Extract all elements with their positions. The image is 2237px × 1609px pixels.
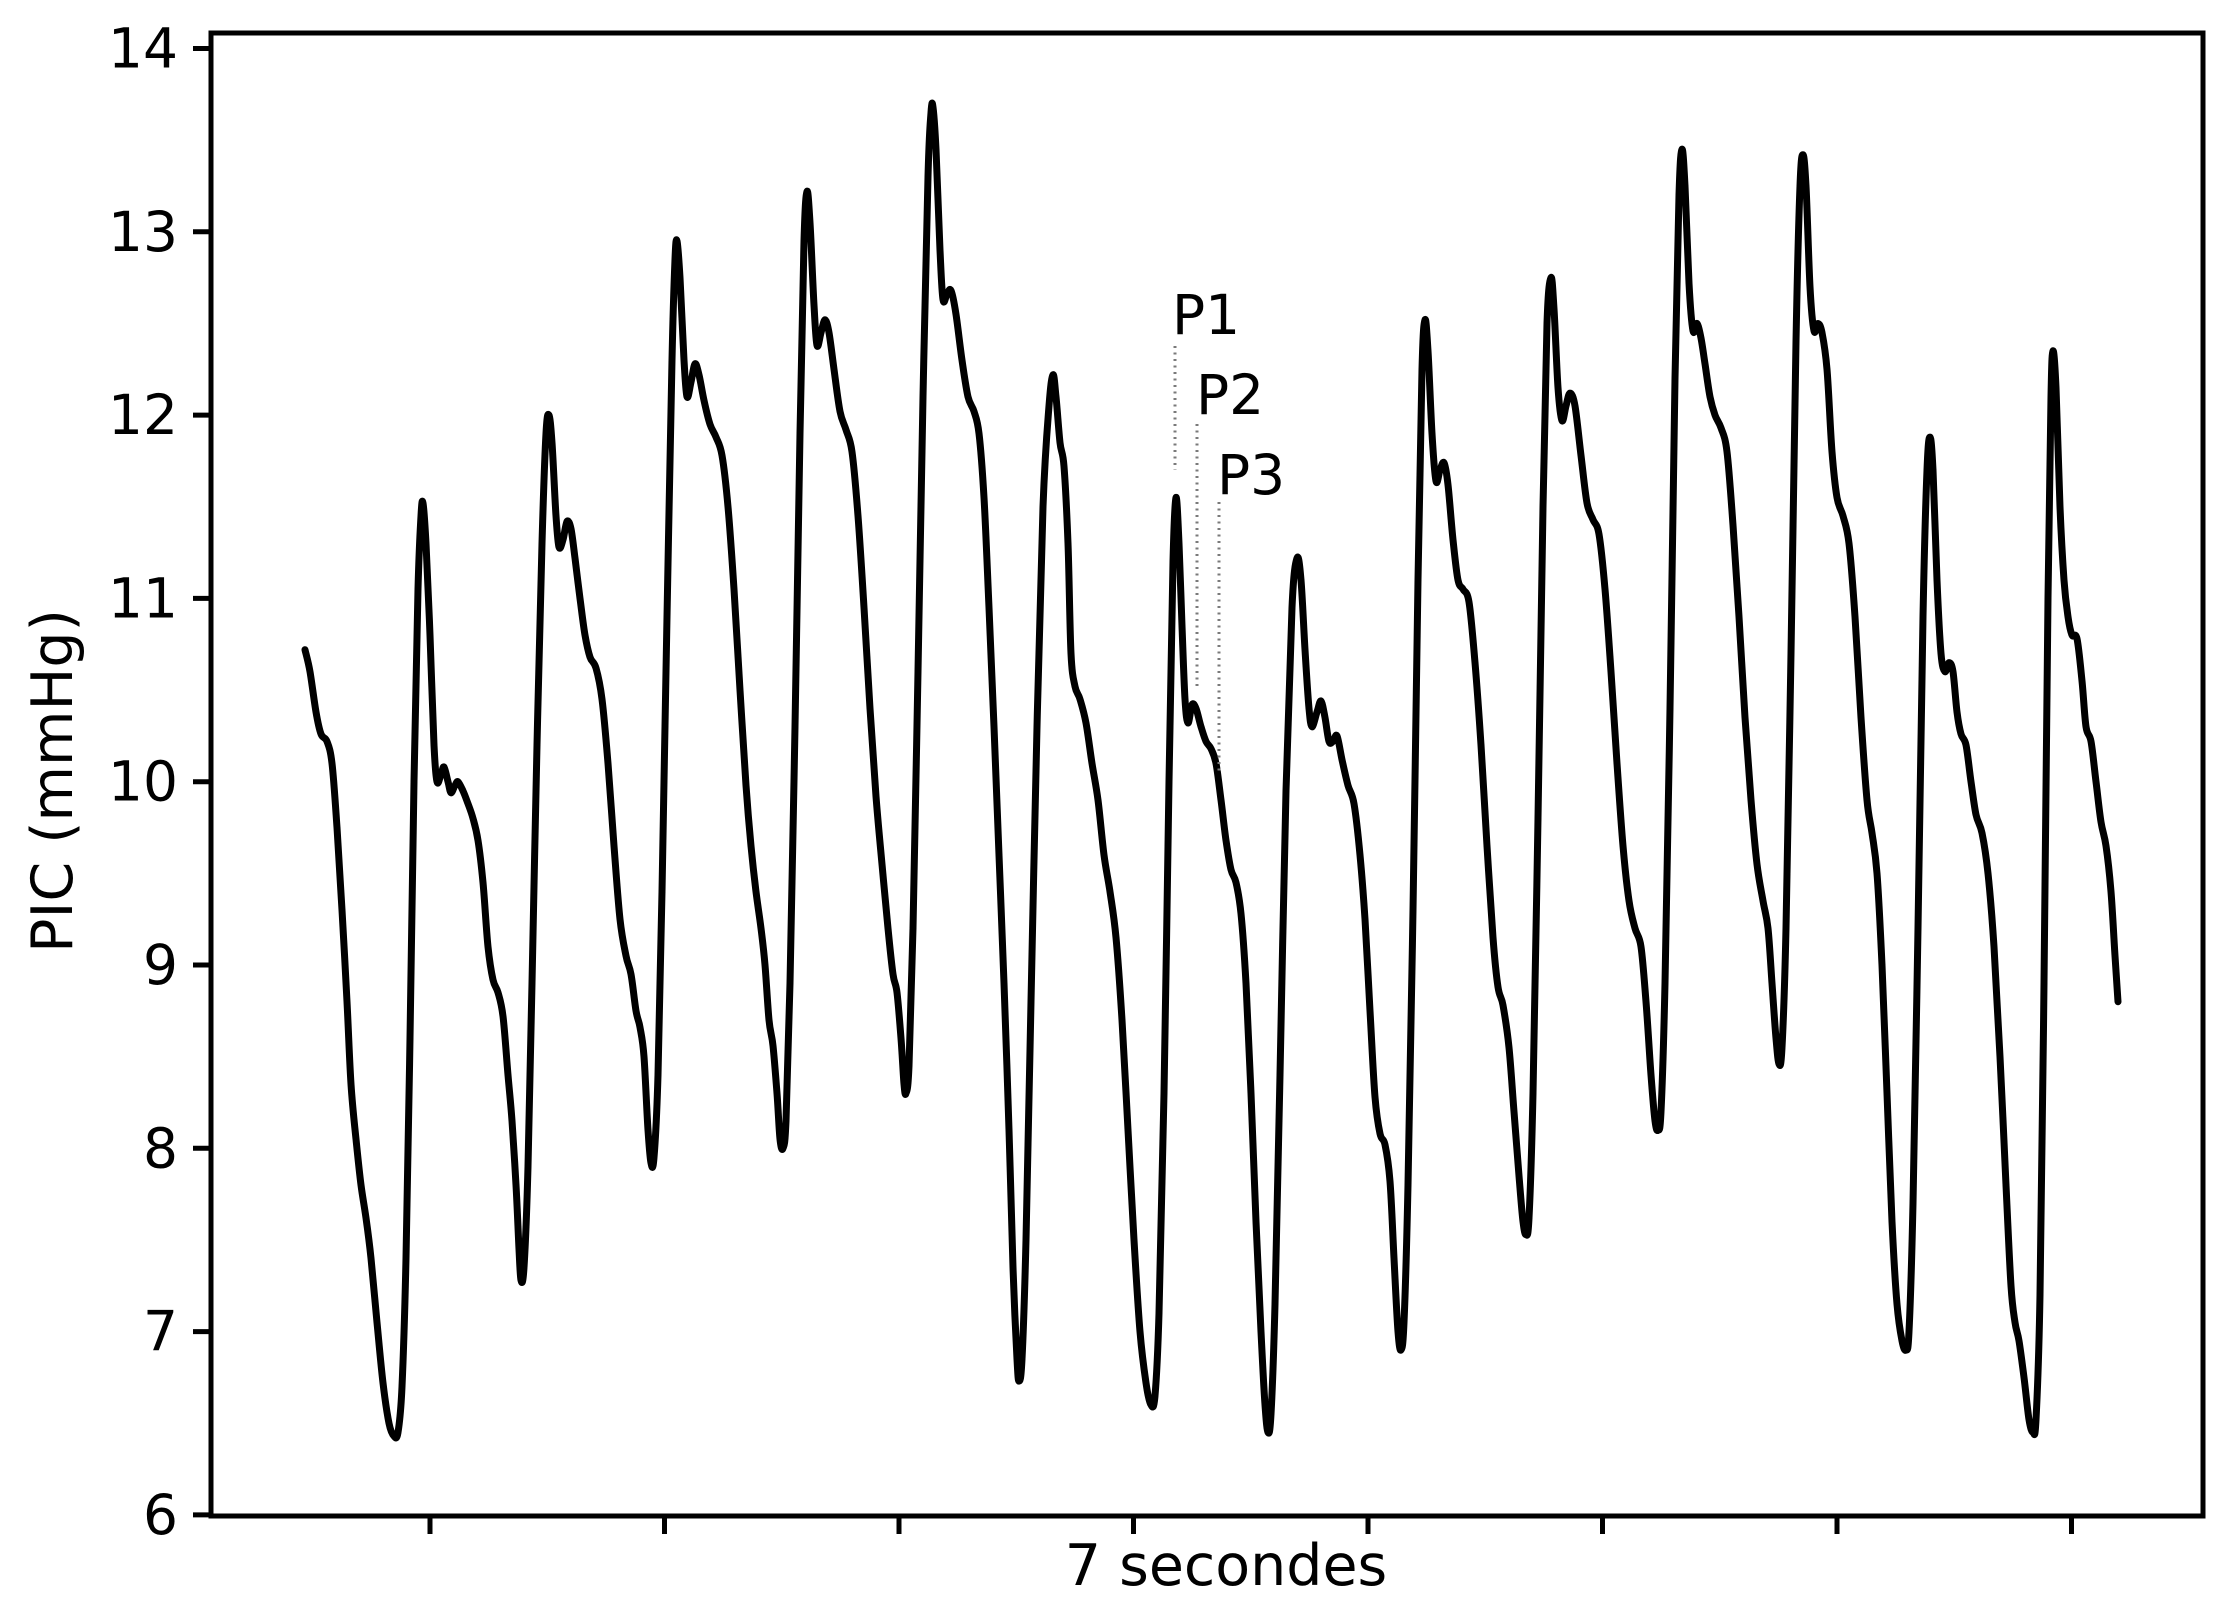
y-tick-label: 13 xyxy=(108,200,178,264)
y-tick-label: 10 xyxy=(108,750,178,814)
icp-curve xyxy=(301,99,2122,1442)
annotation-label-p1: P1 xyxy=(1172,283,1240,347)
y-tick-label: 14 xyxy=(108,17,178,81)
annotation-label-p3: P3 xyxy=(1217,443,1285,507)
plot-border xyxy=(208,30,2206,1519)
x-axis-title: 7 secondes xyxy=(1065,1533,1387,1599)
pressure-waveform xyxy=(301,99,2122,1442)
y-tick-label: 11 xyxy=(108,566,178,630)
y-tick-label: 8 xyxy=(143,1116,178,1180)
y-axis-title: PIC (mmHg) xyxy=(20,609,86,953)
y-tick-label: 12 xyxy=(108,383,178,447)
y-tick-label: 6 xyxy=(143,1483,178,1547)
y-axis-ticks: 14 13 12 11 10 9 8 7 6 xyxy=(108,17,211,1547)
y-tick-label: 7 xyxy=(143,1300,178,1364)
annotation-label-p2: P2 xyxy=(1196,363,1264,427)
x-axis-ticks xyxy=(427,1516,2074,1534)
peak-annotations: P1 P2 P3 xyxy=(1172,283,1285,775)
y-tick-label: 9 xyxy=(143,933,178,997)
